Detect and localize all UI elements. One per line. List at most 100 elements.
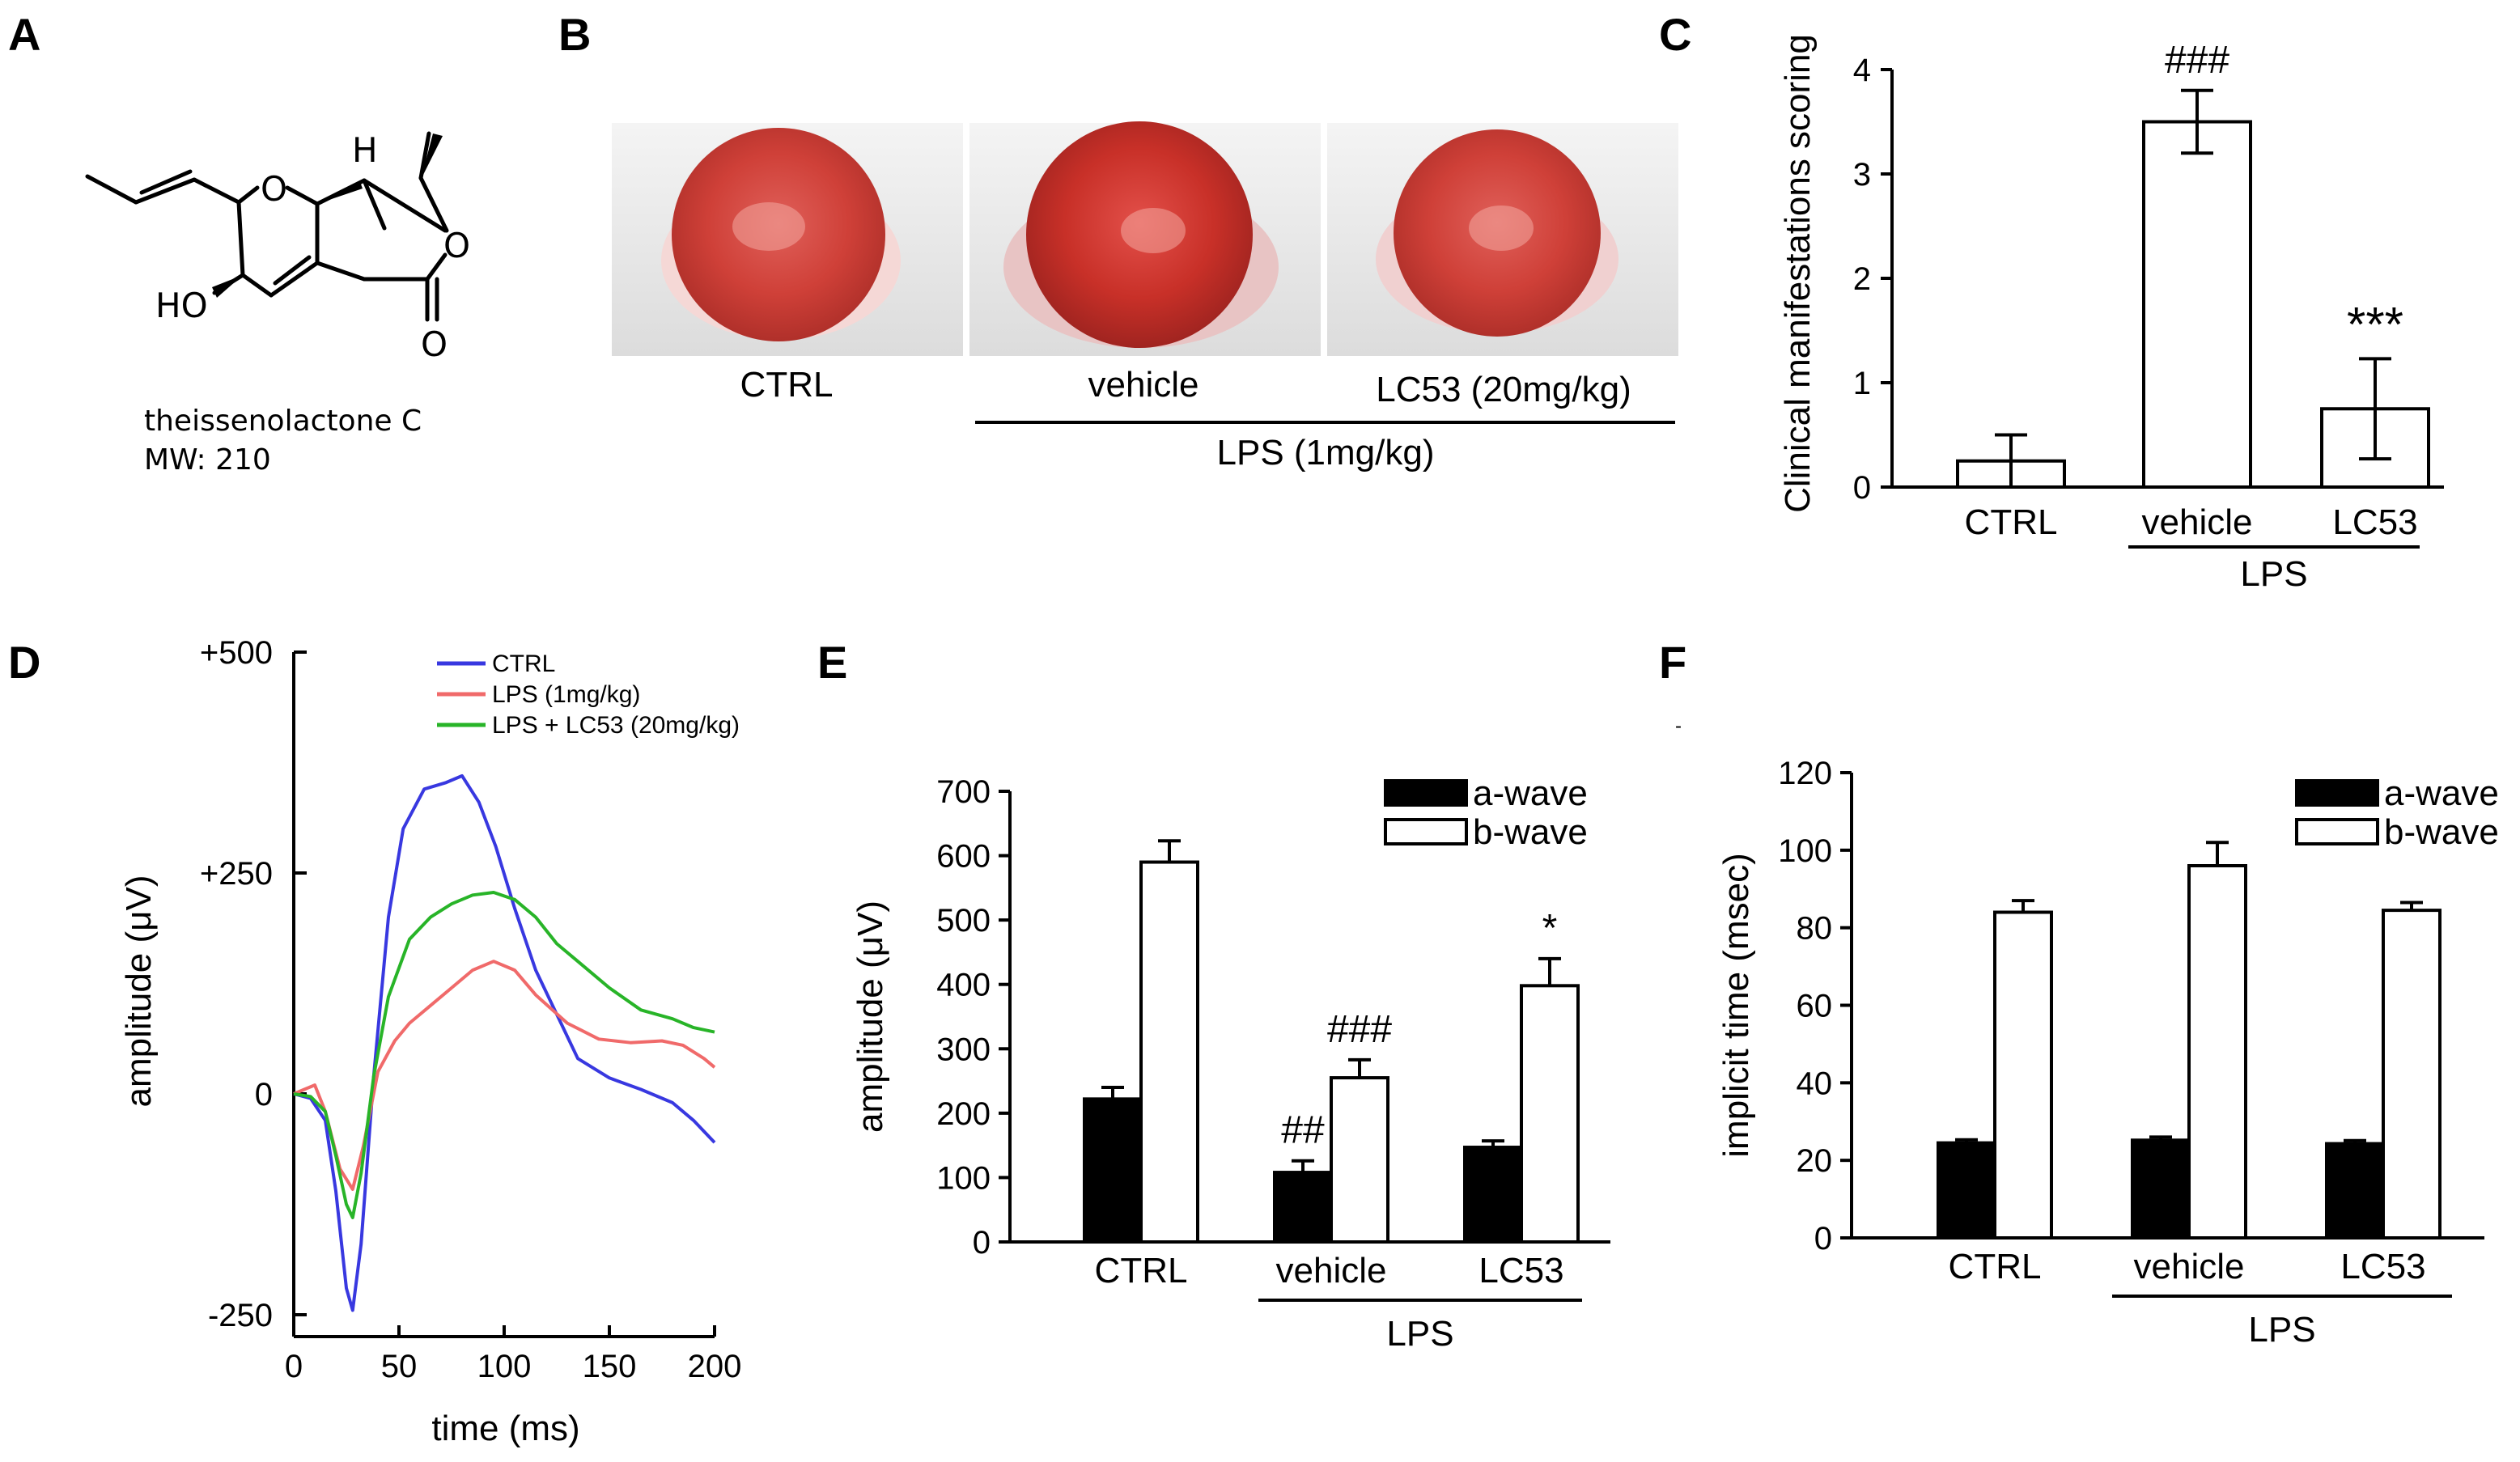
f-bar-b-wave xyxy=(2382,909,2442,1240)
e-bar-b-wave xyxy=(1520,984,1580,1244)
f-legend-label: b-wave xyxy=(2384,812,2499,852)
photo-group-label: LPS (1mg/kg) xyxy=(1217,433,1435,473)
f-y-tick-label: 20 xyxy=(1797,1143,1833,1179)
f-y-tick-label: 40 xyxy=(1797,1066,1833,1101)
e-y-tick-label: 500 xyxy=(936,903,991,939)
eye-photo-lc53 xyxy=(1327,123,1678,356)
d-legend-label: CTRL xyxy=(492,650,555,677)
c-significance-marker: *** xyxy=(2347,297,2403,351)
f-bar-b-wave xyxy=(2187,864,2247,1240)
panel-label-d: D xyxy=(8,637,40,688)
c-group-label: LPS xyxy=(2240,554,2307,594)
stray-mark: - xyxy=(1675,715,1682,737)
d-series-line xyxy=(293,960,716,1191)
panel-label-f: F xyxy=(1659,637,1686,688)
e-bar-b-wave xyxy=(1330,1076,1389,1244)
f-category-label: CTRL xyxy=(1949,1247,2042,1286)
d-legend-label: LPS (1mg/kg) xyxy=(492,681,640,708)
chemical-structure xyxy=(85,131,449,322)
f-y-axis-label: implicit time (msec) xyxy=(1716,853,1756,1157)
d-series-line xyxy=(293,891,715,1219)
e-significance-marker: * xyxy=(1542,907,1558,950)
d-x-axis-label: time (ms) xyxy=(431,1409,579,1448)
atom-h: H xyxy=(352,130,378,170)
c-category-label: vehicle xyxy=(2142,502,2253,542)
d-x-tick-label: 50 xyxy=(381,1349,418,1384)
eye-photo-ctrl xyxy=(612,123,963,356)
c-y-tick-label: 4 xyxy=(1853,53,1871,88)
atom-ho: HO xyxy=(155,286,208,325)
e-significance-marker: ### xyxy=(1327,1008,1392,1051)
chart-d: +500 +250 0 -250 0 50 100 150 200 CTRL LPS (1mg/kg… xyxy=(119,635,741,1448)
e-group-label: LPS xyxy=(1386,1314,1453,1354)
e-y-tick-label: 600 xyxy=(936,839,991,875)
e-y-tick-label: 100 xyxy=(936,1160,991,1196)
d-legend-label: LPS + LC53 (20mg/kg) xyxy=(492,712,740,739)
d-y-axis-label: amplitude (μV) xyxy=(119,875,159,1107)
e-bar-a-wave xyxy=(1083,1097,1143,1244)
f-y-tick-label: 0 xyxy=(1814,1221,1832,1256)
f-y-tick-label: 80 xyxy=(1797,911,1833,947)
f-legend-swatch xyxy=(2295,818,2379,845)
c-category-label: CTRL xyxy=(1965,502,2058,542)
f-group-label: LPS xyxy=(2248,1310,2315,1350)
e-y-tick-label: 0 xyxy=(973,1225,991,1261)
c-category-label: LC53 xyxy=(2332,502,2417,542)
d-x-tick-label: 200 xyxy=(688,1349,742,1384)
photo-label-ctrl: CTRL xyxy=(740,365,834,405)
f-category-label: LC53 xyxy=(2340,1247,2425,1286)
chart-f: 0 20 40 60 80 100 120 CTRL vehicle LC53 LPS a-waveb… xyxy=(1716,756,2499,1350)
e-y-tick-label: 700 xyxy=(936,774,991,810)
f-legend-swatch xyxy=(2295,779,2379,807)
f-bar-b-wave xyxy=(1993,910,2053,1240)
e-bar-a-wave xyxy=(1463,1146,1523,1244)
d-y-tick-label: -250 xyxy=(208,1298,273,1333)
panel-label-a: A xyxy=(8,9,40,60)
d-y-tick-label: 0 xyxy=(255,1077,273,1112)
d-x-tick-label: 100 xyxy=(477,1349,532,1384)
d-x-tick-label: 0 xyxy=(285,1349,303,1384)
e-bar-b-wave xyxy=(1139,860,1199,1244)
atom-o-carbonyl: O xyxy=(421,324,448,364)
e-legend-swatch xyxy=(1384,779,1468,807)
panel-label-e: E xyxy=(817,637,847,688)
c-y-tick-label: 0 xyxy=(1853,470,1871,506)
photo-label-vehicle: vehicle xyxy=(1088,365,1199,405)
d-series-line xyxy=(293,773,716,1312)
e-legend-label: b-wave xyxy=(1473,812,1588,852)
photo-label-lc53: LC53 (20mg/kg) xyxy=(1376,370,1631,409)
e-significance-marker: ## xyxy=(1281,1109,1325,1152)
panel-label-c: C xyxy=(1659,9,1691,60)
c-y-tick-label: 3 xyxy=(1853,157,1871,193)
e-category-label: vehicle xyxy=(1276,1251,1387,1290)
wedge-bond-icon xyxy=(421,133,443,180)
e-category-label: LC53 xyxy=(1478,1251,1563,1290)
eye-photo-vehicle xyxy=(969,121,1321,356)
e-legend-label: a-wave xyxy=(1473,773,1588,813)
c-y-tick-label: 2 xyxy=(1853,261,1871,297)
e-y-tick-label: 400 xyxy=(936,968,991,1003)
f-y-tick-label: 120 xyxy=(1778,756,1832,791)
e-y-axis-label: amplitude (μV) xyxy=(851,901,890,1133)
f-bar-a-wave xyxy=(2325,1142,2385,1240)
atom-o-lactone: O xyxy=(443,226,470,265)
e-category-label: CTRL xyxy=(1095,1251,1188,1290)
e-bar-a-wave xyxy=(1273,1171,1333,1244)
d-x-tick-label: 150 xyxy=(583,1349,637,1384)
e-y-tick-label: 200 xyxy=(936,1096,991,1132)
f-bar-a-wave xyxy=(1937,1141,1996,1240)
c-bar xyxy=(2142,120,2252,489)
wedge-bond-icon xyxy=(212,275,243,298)
chart-e: 0100200300400500600700CTRL#####vehicle*L… xyxy=(851,773,1610,1354)
f-legend-label: a-wave xyxy=(2384,773,2499,813)
d-y-tick-label: +250 xyxy=(200,856,273,892)
f-y-tick-label: 60 xyxy=(1797,989,1833,1024)
atom-o-ring: O xyxy=(261,169,287,209)
e-y-tick-label: 300 xyxy=(936,1032,991,1067)
f-y-tick-label: 100 xyxy=(1778,833,1832,869)
f-bar-a-wave xyxy=(2131,1138,2191,1240)
compound-name: theissenolactone C xyxy=(144,405,422,438)
c-y-axis-label: Clinical manifestations scoring xyxy=(1778,34,1818,513)
chart-c: 0 1 2 3 4 CTRL vehicle ### LC53 *** LPS Clinical ma… xyxy=(1778,34,2444,594)
